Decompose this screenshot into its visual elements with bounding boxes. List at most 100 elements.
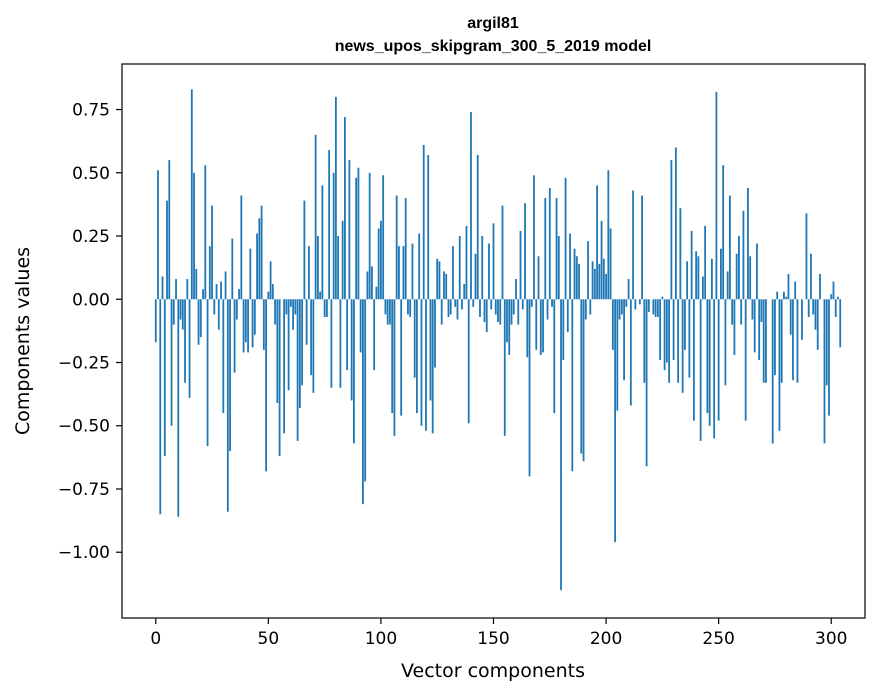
bar (506, 299, 508, 343)
bar (663, 299, 666, 371)
bar (319, 291, 322, 300)
bar (436, 258, 439, 300)
bar (627, 279, 630, 300)
bar (720, 248, 722, 300)
bar (738, 236, 740, 300)
bar (458, 236, 461, 300)
bar (375, 286, 378, 300)
bar (431, 299, 434, 434)
bar (744, 299, 747, 421)
bar (589, 299, 592, 315)
bar (783, 291, 785, 300)
bar (179, 299, 182, 320)
bar (553, 299, 556, 414)
bar (348, 160, 351, 300)
bar (530, 299, 533, 307)
bar (440, 299, 443, 325)
bar (499, 299, 502, 325)
bar (632, 190, 634, 300)
bar (386, 299, 389, 325)
bar (402, 246, 405, 300)
bar (177, 299, 180, 517)
bar (776, 291, 779, 300)
bar (670, 160, 673, 300)
bar (557, 236, 560, 300)
bar (328, 150, 331, 300)
bars-group (154, 89, 842, 591)
bar (785, 296, 788, 300)
bar (704, 225, 707, 300)
bar (634, 299, 637, 310)
bar (262, 299, 265, 350)
bar (510, 299, 513, 325)
bar (233, 299, 236, 373)
y-tick-label: −0.25 (58, 354, 110, 374)
bar (357, 167, 360, 300)
bar (181, 299, 184, 330)
bar (213, 299, 216, 315)
bar (681, 299, 684, 393)
bar (715, 91, 718, 300)
bar (220, 281, 222, 300)
bar (717, 299, 720, 421)
plot-area-frame (121, 63, 866, 619)
bar (519, 230, 522, 300)
bar (409, 299, 412, 317)
chart-subtitle: news_upos_skipgram_300_5_2019 model (335, 38, 652, 55)
bar (587, 241, 589, 300)
bar (729, 195, 731, 300)
bar (792, 299, 794, 381)
bar (805, 213, 808, 300)
bar (697, 256, 700, 300)
bar (240, 195, 243, 300)
bar (652, 299, 655, 315)
bar (199, 299, 202, 338)
bar (828, 299, 830, 416)
bar (420, 299, 423, 426)
bar (661, 296, 664, 300)
bar (438, 261, 441, 300)
x-axis-ticks: 0 50 100 150 200 250 300 (150, 618, 847, 649)
bar (638, 299, 641, 305)
bar (492, 223, 495, 300)
y-axis-ticks: −1.00 −0.75 −0.50 −0.25 0.00 0.25 0.50 0.75 (58, 101, 122, 563)
bar (731, 299, 734, 325)
bar (208, 246, 211, 300)
x-tick-label: 50 (258, 629, 280, 649)
bar (735, 253, 738, 300)
bar (197, 299, 200, 345)
bar (373, 299, 376, 371)
bar (353, 299, 355, 444)
bar (206, 299, 209, 446)
bar (584, 299, 587, 320)
bar (580, 299, 583, 454)
bar (312, 299, 315, 393)
bar (643, 299, 646, 383)
bar (418, 233, 421, 300)
bar (267, 291, 270, 300)
bar (175, 279, 177, 300)
x-tick-label: 250 (702, 629, 734, 649)
bar (645, 299, 648, 467)
bar (607, 170, 610, 300)
bar (762, 299, 765, 383)
bar (596, 185, 598, 300)
bar (172, 299, 175, 325)
bar (368, 172, 371, 300)
bar (801, 299, 803, 340)
y-tick-label: −1.00 (58, 543, 110, 563)
bar (733, 299, 736, 355)
bar (758, 299, 761, 360)
bar (346, 299, 349, 371)
bar (226, 299, 229, 512)
bar (787, 273, 790, 300)
bar (688, 299, 691, 378)
bar (521, 299, 524, 310)
bar (778, 299, 781, 431)
x-tick-label: 300 (815, 629, 847, 649)
bar (724, 299, 727, 386)
bar (377, 228, 380, 300)
bar (384, 299, 387, 315)
bar (217, 299, 220, 330)
